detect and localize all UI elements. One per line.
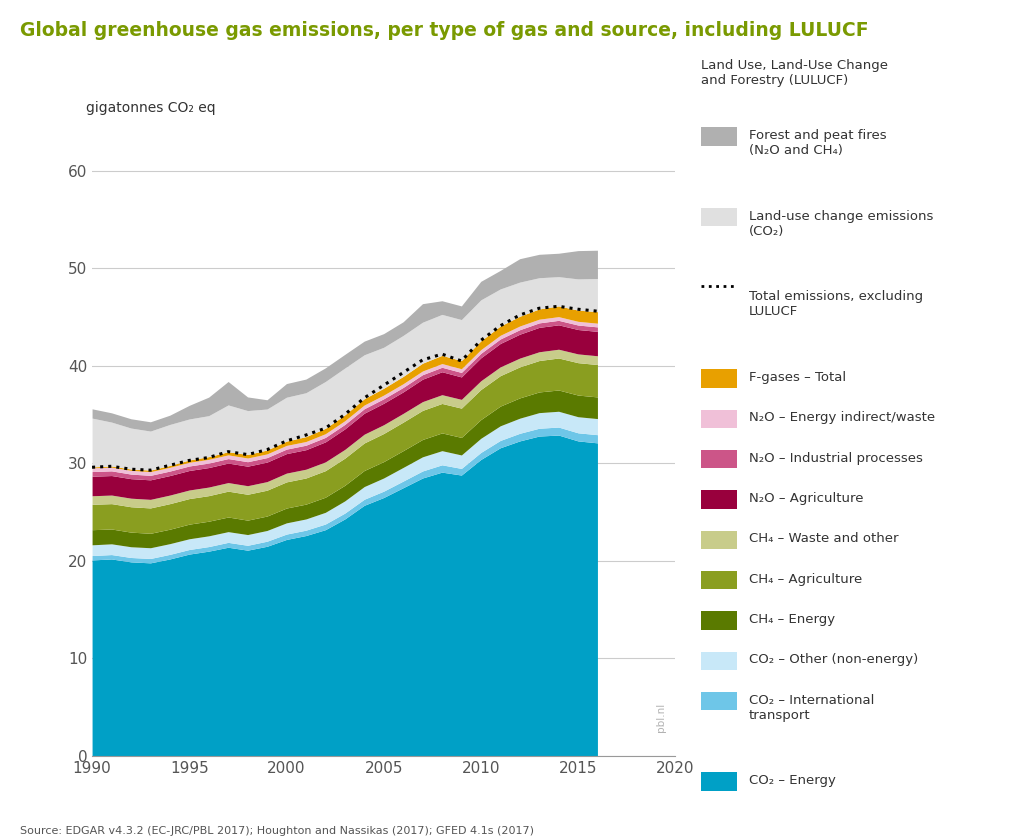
Text: gigatonnes CO₂ eq: gigatonnes CO₂ eq — [86, 101, 216, 115]
Text: N₂O – Industrial processes: N₂O – Industrial processes — [749, 452, 923, 465]
Text: Total emissions, excluding
LULUCF: Total emissions, excluding LULUCF — [749, 291, 923, 318]
Text: Land-use change emissions
(CO₂): Land-use change emissions (CO₂) — [749, 210, 933, 238]
Text: N₂O – Agriculture: N₂O – Agriculture — [749, 492, 863, 505]
Text: CO₂ – Other (non-energy): CO₂ – Other (non-energy) — [749, 654, 918, 666]
Text: CO₂ – International
transport: CO₂ – International transport — [749, 694, 875, 722]
Text: CO₂ – Energy: CO₂ – Energy — [749, 774, 836, 787]
Text: Global greenhouse gas emissions, per type of gas and source, including LULUCF: Global greenhouse gas emissions, per typ… — [20, 21, 870, 40]
Text: Land Use, Land-Use Change
and Forestry (LULUCF): Land Use, Land-Use Change and Forestry (… — [701, 59, 888, 87]
Text: CH₄ – Energy: CH₄ – Energy — [749, 613, 835, 626]
Text: F-gases – Total: F-gases – Total — [749, 371, 846, 384]
Text: Forest and peat fires
(N₂O and CH₄): Forest and peat fires (N₂O and CH₄) — [749, 129, 887, 157]
Text: CH₄ – Agriculture: CH₄ – Agriculture — [749, 573, 862, 585]
Text: pbl.nl: pbl.nl — [657, 702, 666, 732]
Text: N₂O – Energy indirect/waste: N₂O – Energy indirect/waste — [749, 412, 935, 424]
Text: CH₄ – Waste and other: CH₄ – Waste and other — [749, 533, 898, 545]
Text: Source: EDGAR v4.3.2 (EC-JRC/PBL 2017); Houghton and Nassikas (2017); GFED 4.1s : Source: EDGAR v4.3.2 (EC-JRC/PBL 2017); … — [20, 826, 534, 836]
